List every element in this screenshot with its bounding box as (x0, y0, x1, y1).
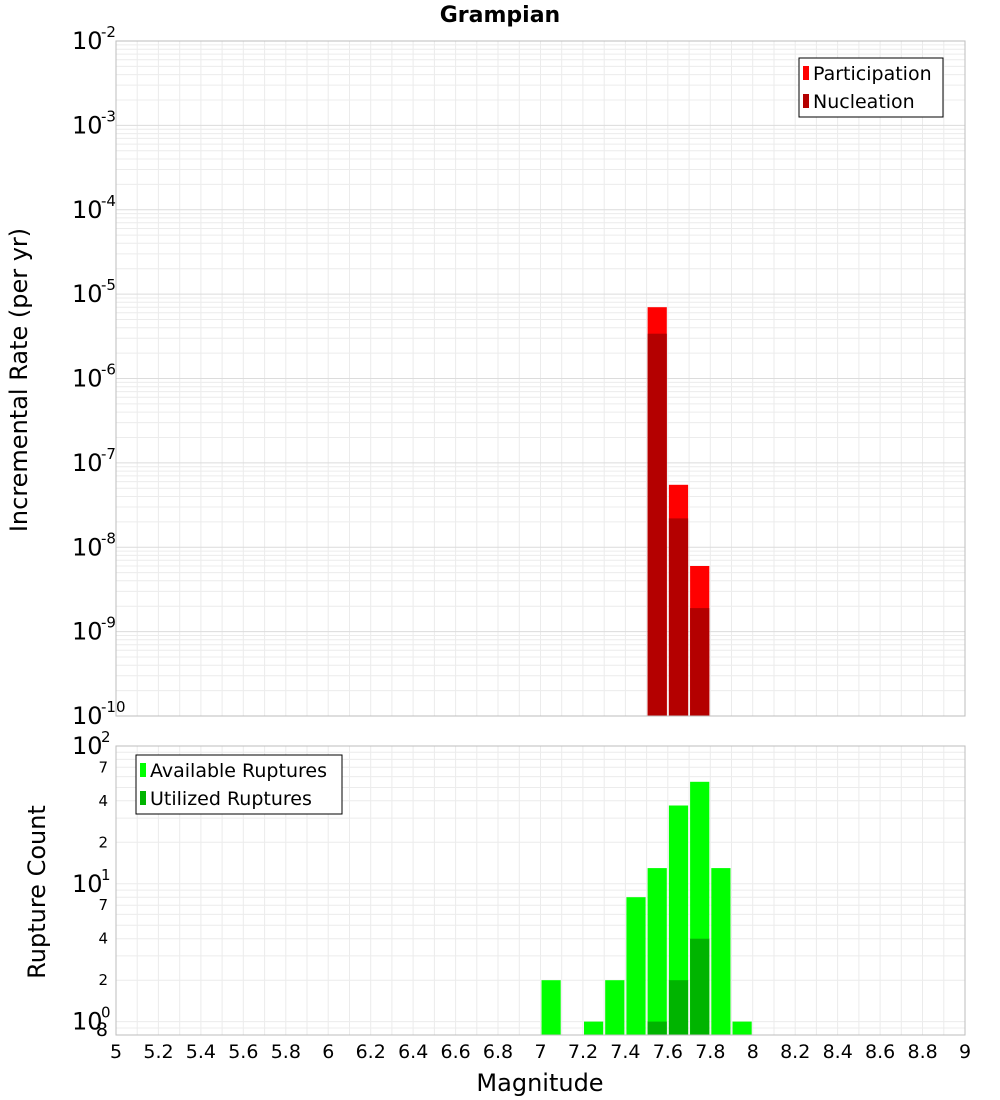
bottom-y-minor-tick-label: 2 (98, 971, 108, 989)
x-tick-label: 5.2 (143, 1041, 173, 1063)
bottom-bar-available-ruptures (732, 1021, 752, 1035)
x-tick-label: 8.8 (907, 1041, 937, 1063)
top-legend: Participation Nucleation (798, 57, 944, 118)
legend-label-nucleation: Nucleation (813, 91, 915, 113)
x-tick-label: 8.6 (865, 1041, 895, 1063)
x-tick-labels: 5 5.2 5.4 5.6 5.8 6 6.2 6.4 6.6 6.8 7 7.2 7.4 7.6 7.8 8… (110, 1041, 971, 1063)
x-tick-label: 8.2 (780, 1041, 810, 1063)
bottom-bar-available-ruptures (711, 868, 731, 1035)
x-tick-label: 9 (959, 1041, 971, 1063)
x-axis-title: Magnitude (476, 1069, 603, 1097)
legend-label-utilized: Utilized Ruptures (150, 788, 312, 810)
bottom-bar-available-ruptures (668, 805, 689, 1035)
bottom-y-tick-exponent: 0 (101, 1004, 111, 1022)
top-legend-box (798, 57, 944, 118)
top-y-tick-label: 10 (72, 618, 103, 646)
top-bar-nucleation (668, 518, 689, 716)
bottom-bar-utilized-ruptures (647, 1021, 667, 1035)
x-tick-label: 7.2 (568, 1041, 598, 1063)
x-tick-label: 6.2 (356, 1041, 386, 1063)
x-tick-label: 8.4 (823, 1041, 853, 1063)
top-y-tick-label: 10 (72, 365, 103, 393)
top-y-tick-exponent: -9 (101, 614, 116, 632)
bottom-y-minor-tick-label: 4 (98, 930, 108, 948)
bottom-y-tick-exponent: 2 (101, 728, 111, 746)
legend-swatch-utilized (140, 791, 146, 805)
x-tick-label: 6.6 (440, 1041, 470, 1063)
bottom-y-minor-tick-label: 2 (98, 833, 108, 851)
bottom-bar-utilized-ruptures (690, 938, 710, 1035)
bottom-bars (541, 781, 752, 1035)
top-bar-nucleation (690, 608, 710, 716)
top-y-tick-exponent: -2 (101, 23, 116, 41)
x-tick-label: 6 (322, 1041, 334, 1063)
top-y-tick-label: 10 (72, 111, 103, 139)
top-y-tick-label: 10 (72, 280, 103, 308)
bottom-y-minor-tick-label: 7 (98, 758, 108, 776)
bottom-y-tick-label: 10 (72, 1008, 103, 1036)
bottom-bar-available-ruptures (541, 980, 561, 1035)
top-y-axis-title: Incremental Rate (per yr) (5, 228, 33, 532)
bottom-bar-utilized-ruptures (668, 980, 689, 1035)
bottom-y-minor-tick-label: 4 (98, 792, 108, 810)
top-bars (647, 307, 710, 716)
x-tick-label: 5.6 (228, 1041, 258, 1063)
top-panel: 10-210-310-410-510-610-710-810-910-10 In… (5, 23, 966, 730)
x-tick-label: 6.4 (398, 1041, 428, 1063)
bottom-legend: Available Ruptures Utilized Ruptures (135, 754, 343, 815)
x-tick-label: 7.4 (610, 1041, 640, 1063)
bottom-y-tick-label: 10 (72, 870, 103, 898)
top-plot-border (115, 40, 966, 717)
top-y-tick-label: 10 (72, 27, 103, 55)
legend-swatch-nucleation (803, 94, 809, 108)
top-gridlines (115, 41, 966, 717)
top-y-tick-label: 10 (72, 196, 103, 224)
bottom-bar-available-ruptures (626, 897, 646, 1035)
bottom-y-axis-title: Rupture Count (23, 805, 51, 979)
bottom-y-tick-label: 10 (72, 732, 103, 760)
bottom-plot-border (115, 745, 966, 1036)
top-y-tick-exponent: -3 (101, 107, 116, 125)
legend-swatch-available (140, 763, 146, 777)
x-tick-label: 7.8 (695, 1041, 725, 1063)
legend-label-participation: Participation (813, 63, 932, 85)
x-tick-label: 8 (747, 1041, 759, 1063)
bottom-legend-box (135, 754, 343, 815)
top-y-tick-label: 10 (72, 533, 103, 561)
top-bar-nucleation (647, 333, 667, 716)
x-tick-label: 7.6 (653, 1041, 683, 1063)
x-tick-label: 6.8 (483, 1041, 513, 1063)
bottom-y-minor-tick-label: 8 (96, 1019, 108, 1041)
x-tick-label: 5 (110, 1041, 122, 1063)
top-y-tick-exponent: -5 (101, 276, 116, 294)
bottom-y-minor-tick-label: 7 (98, 896, 108, 914)
top-y-tick-exponent: -6 (101, 361, 116, 379)
bottom-bar-available-ruptures (647, 868, 667, 1035)
top-y-tick-label: 10 (72, 449, 103, 477)
legend-swatch-participation (803, 66, 809, 80)
x-tick-label: 5.4 (186, 1041, 216, 1063)
bottom-y-tick-exponent: 1 (101, 866, 111, 884)
top-y-tick-label: 10 (72, 702, 103, 730)
chart-title: Grampian (440, 3, 560, 28)
x-tick-label: 5.8 (271, 1041, 301, 1063)
top-y-tick-exponent: -7 (101, 445, 116, 463)
legend-label-available: Available Ruptures (150, 760, 327, 782)
top-y-tick-exponent: -8 (101, 529, 116, 547)
x-tick-label: 7 (534, 1041, 546, 1063)
bottom-bar-available-ruptures (605, 980, 625, 1035)
top-y-tick-exponent: -10 (101, 698, 126, 716)
top-y-tick-labels: 10-210-310-410-510-610-710-810-910-10 (72, 23, 126, 730)
top-y-tick-exponent: -4 (101, 192, 116, 210)
bottom-bar-available-ruptures (584, 1021, 604, 1035)
